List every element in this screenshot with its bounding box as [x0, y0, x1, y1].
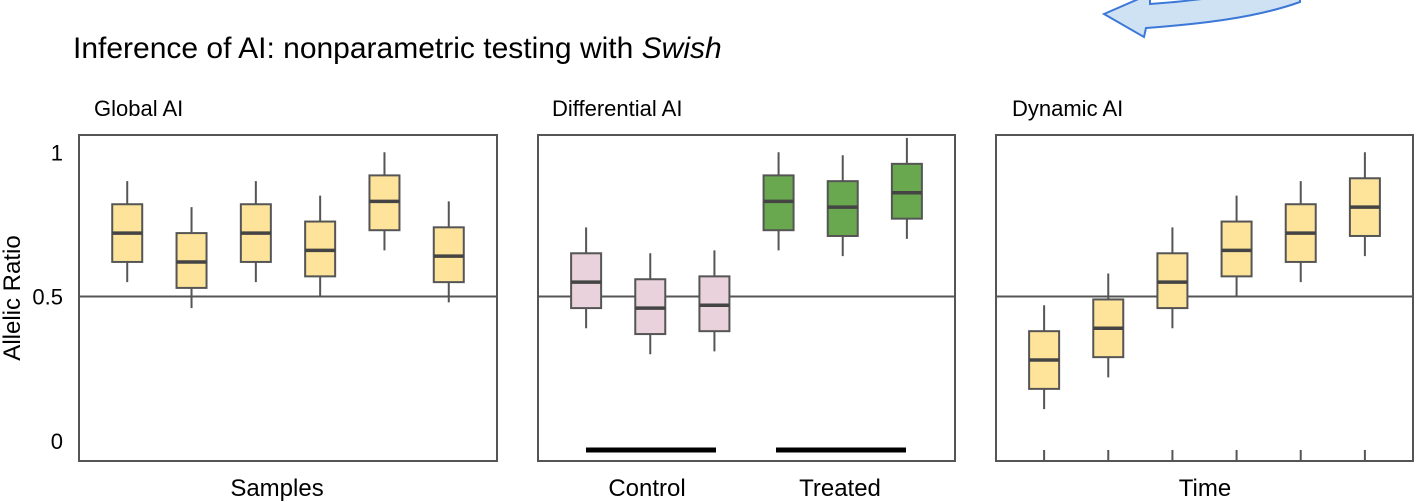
boxplot-4: [304, 195, 337, 297]
boxplot-3: [1156, 227, 1189, 329]
y-tick-labels: 10.50: [32, 140, 63, 453]
boxplot-5: [1284, 181, 1317, 283]
boxplot-3: [698, 250, 731, 352]
figure-title-main: Inference of AI: nonparametric testing w…: [73, 32, 642, 65]
boxplot-1: [570, 227, 603, 329]
y-axis-label: Allelic Ratio: [0, 235, 26, 360]
panel-title-differential-ai: Differential AI: [552, 96, 682, 121]
boxplot-4: [762, 152, 795, 251]
y-tick-label: 0: [51, 429, 63, 454]
panel-title-dynamic-ai: Dynamic AI: [1012, 96, 1123, 121]
boxplot-1: [111, 181, 144, 283]
boxplot-5: [368, 152, 401, 251]
boxplot-6: [432, 201, 465, 303]
panel-differential-ai: Differential AI Control Treated: [537, 96, 956, 502]
panel-dynamic-ai: Dynamic AI Time: [995, 96, 1414, 502]
boxplot-5: [826, 155, 859, 257]
boxplot-6: [1348, 152, 1381, 257]
panel-title-global-ai: Global AI: [94, 96, 183, 121]
panel-frame: [78, 134, 498, 462]
x-axis-label-time: Time: [1179, 475, 1231, 502]
boxplot-group: [111, 152, 465, 309]
curved-arrow-icon: [1101, 0, 1301, 39]
figure-title: Inference of AI: nonparametric testing w…: [73, 32, 722, 65]
group-label-treated: Treated: [799, 475, 881, 502]
x-axis-label-samples: Samples: [230, 475, 323, 502]
boxplot-group: [570, 137, 923, 355]
boxplot-3: [239, 181, 272, 283]
panel-frame: [537, 134, 956, 462]
panel-frame: [995, 134, 1414, 462]
boxplot-group: [1028, 152, 1381, 410]
panel-global-ai: Global AI Samples: [78, 96, 498, 502]
y-tick-label: 0.5: [32, 285, 63, 310]
figure-title-italic: Swish: [642, 32, 722, 65]
boxplot-2: [1092, 273, 1125, 378]
boxplot-4: [1220, 195, 1253, 297]
x-axis-ticks: [1043, 450, 1366, 461]
boxplot-1: [1028, 305, 1061, 410]
boxplot-6: [890, 137, 923, 239]
boxplot-2: [634, 253, 667, 355]
boxplot-2: [175, 207, 208, 309]
y-tick-label: 1: [51, 140, 63, 165]
group-label-control: Control: [608, 475, 685, 502]
